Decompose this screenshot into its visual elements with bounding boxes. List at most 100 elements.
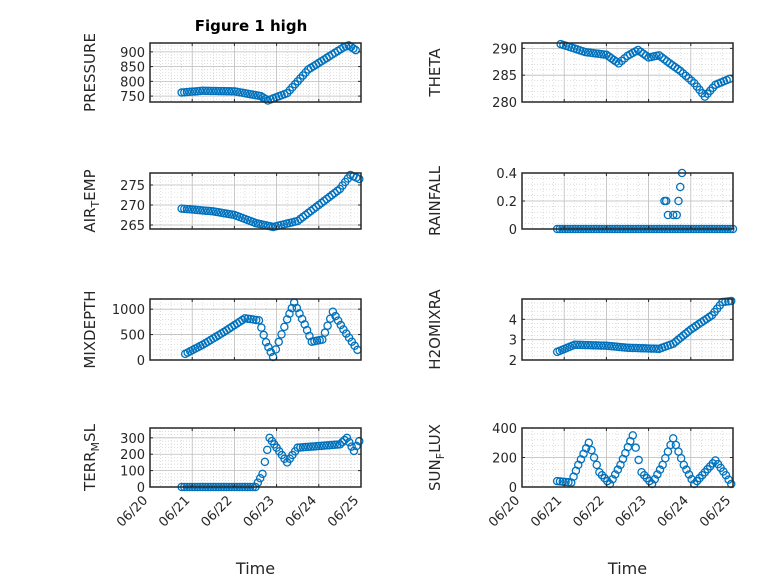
- data-point: [652, 344, 661, 353]
- y-axis-label: SUNFLUX: [426, 424, 447, 491]
- data-point: [314, 441, 324, 451]
- data-point: [620, 343, 630, 352]
- y-axis-label: RAINFALL: [426, 165, 444, 236]
- x-tick-label: 06/24: [655, 493, 692, 530]
- data-point: [608, 475, 617, 484]
- data-point: [349, 44, 358, 53]
- subplot-mixdepth: 0 500 1000 MIXDEPTH: [81, 290, 362, 369]
- data-point: [617, 343, 627, 352]
- data-point: [303, 208, 313, 218]
- data-point: [586, 341, 595, 350]
- data-point: [555, 477, 565, 486]
- data-point: [333, 440, 342, 449]
- data-point: [351, 45, 360, 55]
- data-point: [195, 205, 205, 215]
- data-point: [260, 457, 270, 467]
- data-point: [201, 86, 210, 96]
- data-point: [589, 453, 599, 462]
- data-point: [639, 344, 648, 353]
- data-point: [668, 210, 678, 220]
- data-point: [253, 478, 263, 487]
- data-point: [625, 343, 635, 353]
- data-point: [190, 87, 200, 96]
- axes-box: [521, 42, 734, 103]
- data-point: [676, 182, 685, 192]
- data-point: [293, 216, 302, 226]
- data-point: [628, 431, 638, 440]
- data-point: [607, 342, 616, 351]
- data-point: [623, 343, 632, 353]
- y-tick-label: 0: [137, 354, 145, 369]
- data-point: [660, 55, 669, 64]
- data-point: [610, 470, 620, 479]
- data-point: [679, 331, 688, 340]
- data-point: [604, 341, 614, 351]
- data-point: [573, 340, 582, 350]
- subplot-h2omixra: 2 3 4 H2OMIXRA: [426, 289, 736, 370]
- data-point: [649, 344, 659, 353]
- data-point: [219, 86, 229, 96]
- data-point: [198, 86, 207, 96]
- data-point: [615, 342, 624, 352]
- data-point: [187, 87, 197, 96]
- data-point: [342, 433, 352, 443]
- y-tick-label: 800: [120, 75, 145, 90]
- data-point: [198, 206, 207, 215]
- data-point: [657, 53, 667, 62]
- data-point: [633, 343, 643, 353]
- data-point: [330, 440, 339, 450]
- data-point: [254, 316, 264, 325]
- data-point: [214, 86, 223, 96]
- data-point: [309, 442, 318, 451]
- x-axis-label: Time: [235, 559, 275, 578]
- x-tick-label: 06/21: [528, 493, 565, 530]
- data-point: [588, 341, 598, 350]
- data-point: [258, 469, 267, 479]
- y-tick-label: 3: [509, 334, 517, 349]
- y-tick-label: 4: [509, 313, 517, 328]
- y-tick-label: 0: [137, 481, 145, 496]
- data-point: [570, 340, 580, 349]
- y-tick-label: 270: [120, 199, 145, 214]
- data-point: [314, 200, 324, 210]
- subplot-air-temp: 265 270 275 AIRTEMP: [81, 169, 364, 234]
- y-tick-label: 750: [120, 90, 145, 105]
- data-point: [599, 341, 609, 350]
- data-point: [257, 323, 266, 332]
- x-tick-label: 06/24: [283, 493, 320, 530]
- data-point: [581, 340, 590, 350]
- data-point: [311, 202, 321, 212]
- data-point: [578, 340, 587, 350]
- data-point: [240, 314, 250, 323]
- y-tick-label: 400: [492, 422, 517, 437]
- data-point: [345, 437, 354, 447]
- y-tick-label: 0: [509, 223, 517, 238]
- y-tick-label: 280: [492, 96, 517, 111]
- data-point: [249, 315, 258, 324]
- data-point: [224, 87, 234, 96]
- data-point: [246, 314, 255, 324]
- y-tick-label: 100: [120, 465, 145, 480]
- data-point: [661, 196, 671, 206]
- data-point: [650, 475, 660, 484]
- data-point: [287, 303, 297, 313]
- data-point: [594, 341, 603, 350]
- data-point: [347, 442, 356, 451]
- data-point: [583, 340, 593, 350]
- y-tick-label: 300: [120, 432, 145, 447]
- axes-box: [149, 172, 362, 230]
- data-point: [634, 455, 643, 465]
- x-tick-label: 06/23: [241, 493, 278, 530]
- data-point: [340, 435, 349, 445]
- y-axis-label: PRESSURE: [81, 33, 99, 112]
- data-point: [203, 206, 213, 216]
- data-point: [296, 443, 305, 452]
- data-point: [309, 204, 318, 214]
- data-point: [182, 204, 192, 214]
- y-axis-label: H2OMIXRA: [426, 289, 444, 370]
- data-point: [333, 186, 342, 196]
- data-point: [193, 86, 202, 96]
